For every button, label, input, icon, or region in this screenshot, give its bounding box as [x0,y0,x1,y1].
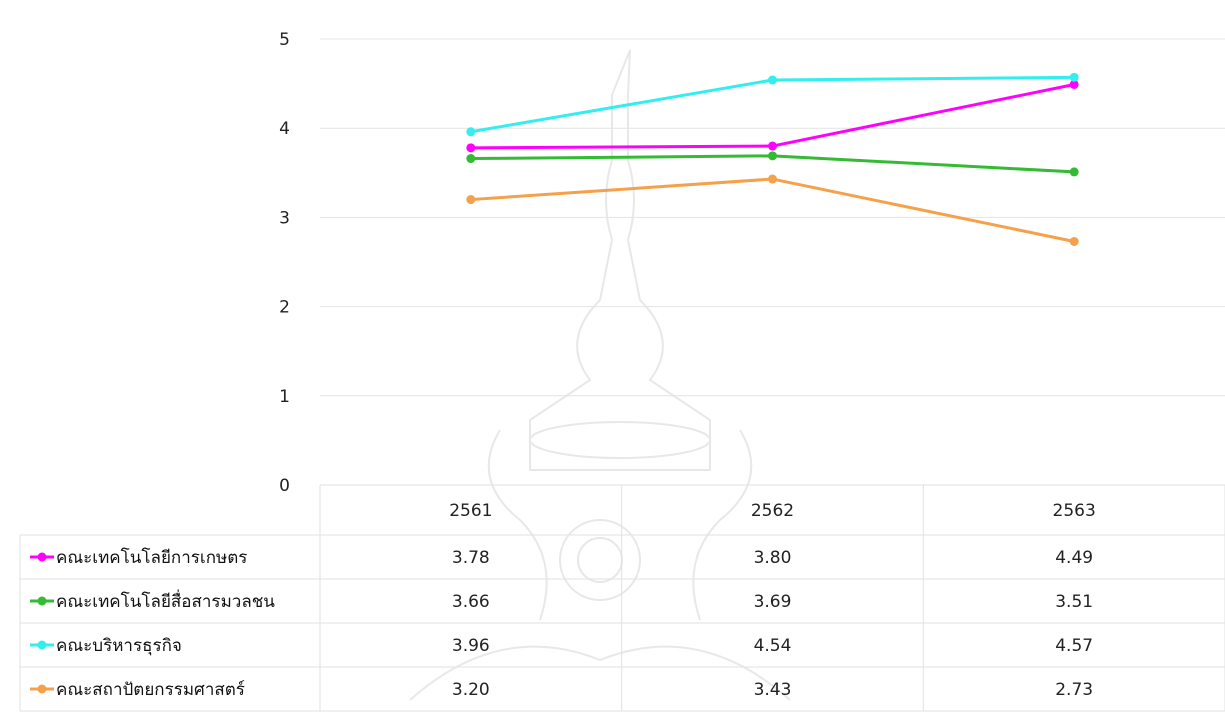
legend-key-marker [37,552,47,562]
legend-key-marker [37,684,47,694]
series-point [768,151,777,161]
data-table-value: 2.73 [1055,680,1093,700]
legend-series-name: คณะเทคโนโลยีสื่อสารมวลชน [56,589,275,612]
legend-series-name: คณะบริหารธุรกิจ [56,636,182,656]
y-tick-label: 5 [279,30,290,50]
y-tick-label: 3 [279,208,290,228]
data-table-value: 3.51 [1055,592,1093,612]
y-tick-label: 1 [279,387,290,407]
series-point [466,143,476,153]
university-emblem-watermark [409,49,791,701]
series-point [768,141,777,151]
series-point [1069,72,1079,82]
data-table-value: 3.96 [452,636,490,656]
x-category-label: 2561 [449,501,492,521]
series-point [466,154,476,164]
series-point [1069,167,1079,177]
series-point [1069,236,1079,246]
x-category-label: 2562 [751,501,794,521]
legend-key-marker [37,596,47,606]
data-table-value: 4.49 [1055,548,1093,568]
data-table-value: 3.43 [754,680,792,700]
data-table-value: 4.57 [1055,636,1093,656]
data-table-value: 3.78 [452,548,490,568]
x-category-label: 2563 [1053,501,1096,521]
series-point [1069,79,1079,89]
data-table-value: 3.69 [754,592,792,612]
data-table-value: 3.20 [452,680,490,700]
series-point [466,195,476,205]
y-tick-label: 4 [279,119,290,139]
legend-key-marker [37,640,47,650]
series-point [768,75,777,85]
series-point [768,174,777,184]
series-line [470,75,1075,134]
data-table-value: 4.54 [754,636,792,656]
series-line [470,177,1075,243]
legend-series-name: คณะเทคโนโลยีการเกษตร [56,547,247,568]
data-table-value: 3.66 [452,592,490,612]
y-tick-label: 0 [279,476,290,496]
y-tick-label: 2 [279,298,290,318]
legend-series-name: คณะสถาปัตยกรรมศาสตร์ [56,680,245,700]
data-table-value: 3.80 [754,548,792,568]
series-point [466,127,476,137]
